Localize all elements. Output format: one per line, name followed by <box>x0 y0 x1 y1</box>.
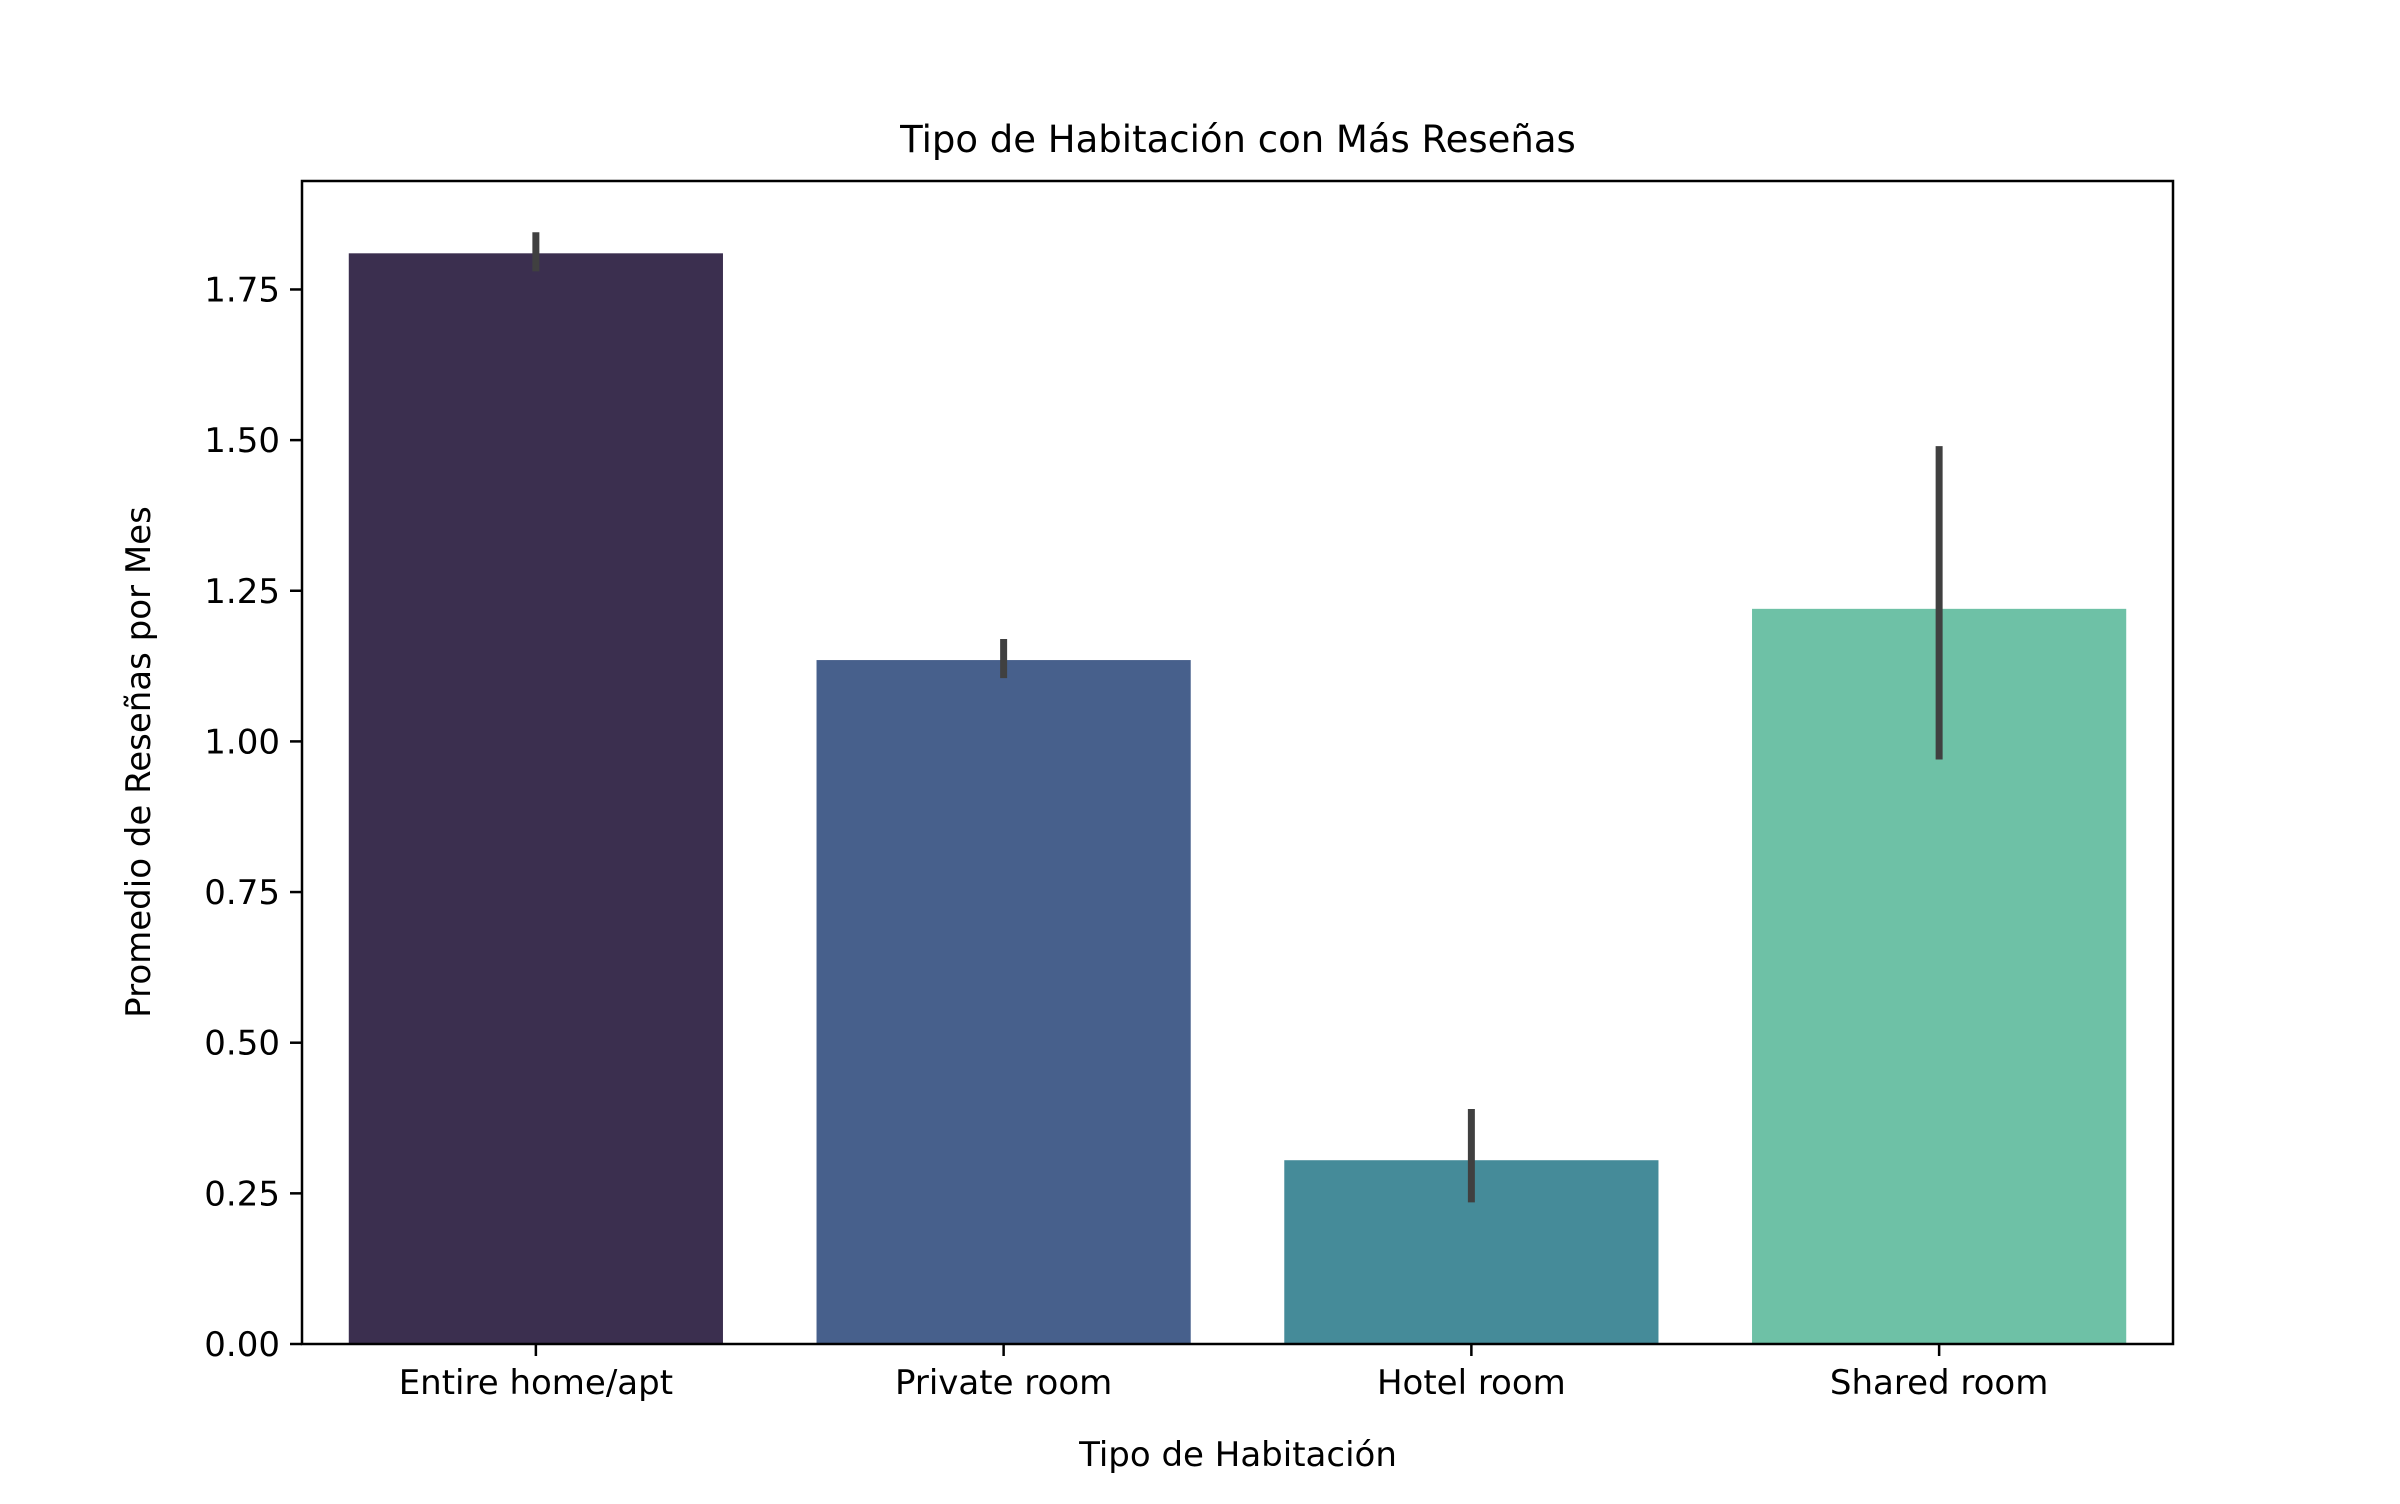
y-axis-label: Promedio de Reseñas por Mes <box>119 506 159 1018</box>
bar <box>816 660 1191 1344</box>
y-tick-label: 1.50 <box>204 421 280 461</box>
y-tick-label: 1.00 <box>204 722 280 762</box>
x-tick-label: Hotel room <box>1377 1363 1566 1403</box>
bar <box>348 253 723 1344</box>
x-tick-label: Shared room <box>1830 1363 2048 1403</box>
x-tick-label: Private room <box>895 1363 1112 1403</box>
bars <box>348 253 2127 1344</box>
y-tick-label: 0.00 <box>204 1325 280 1365</box>
y-tick-label: 0.50 <box>204 1024 280 1064</box>
y-axis: 0.00 0.25 0.50 0.75 1.00 1.25 1.50 1.75 <box>204 270 302 1365</box>
y-tick-label: 0.25 <box>204 1174 280 1214</box>
y-tick-label: 1.75 <box>204 270 280 310</box>
y-tick-label: 0.75 <box>204 873 280 913</box>
x-axis: Entire home/apt Private room Hotel room Sha… <box>399 1344 2048 1403</box>
x-tick-label: Entire home/apt <box>399 1363 673 1403</box>
plot-frame <box>300 179 2175 1346</box>
x-axis-label: Tipo de Habitación <box>1078 1435 1397 1475</box>
error-bars <box>532 232 1943 1203</box>
chart-title: Tipo de Habitación con Más Reseñas <box>899 118 1576 161</box>
y-tick-label: 1.25 <box>204 572 280 612</box>
